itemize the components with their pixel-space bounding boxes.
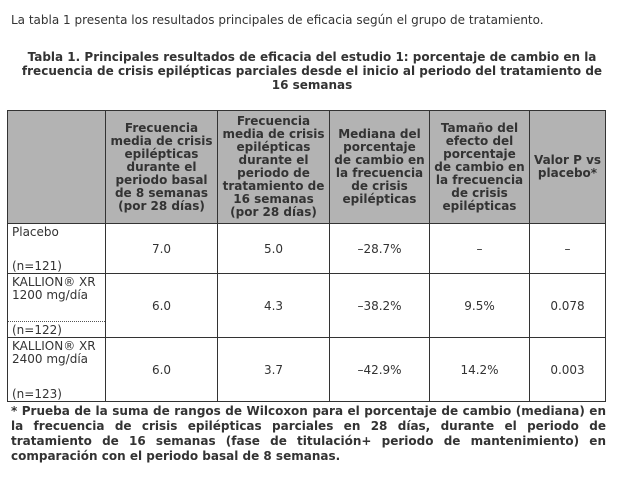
baseline-cell: 6.0 xyxy=(105,337,218,402)
baseline-cell: 6.0 xyxy=(105,273,218,338)
group-name: KALLION® XR 1200 mg/día xyxy=(12,275,96,302)
median-change-cell: –38.2% xyxy=(329,273,430,338)
header-median-change: Mediana del porcentaje de cambio en la f… xyxy=(329,110,430,224)
group-n: (n=123) xyxy=(12,387,62,401)
efficacy-table: Frecuencia media de crisis epilépticas d… xyxy=(7,110,606,402)
median-change-cell: –28.7% xyxy=(329,223,430,274)
group-n: (n=121) xyxy=(12,259,62,273)
table-row: KALLION® XR 1200 mg/día (n=122) 6.0 4.3 … xyxy=(7,273,606,338)
table-row: KALLION® XR 2400 mg/día (n=123) 6.0 3.7 … xyxy=(7,337,606,402)
table-row: Placebo (n=121) 7.0 5.0 –28.7% – – xyxy=(7,223,606,274)
p-value-cell: 0.003 xyxy=(529,337,606,402)
header-treatment-frequency: Frecuencia media de crisis epilépticas d… xyxy=(217,110,330,224)
dotted-divider xyxy=(8,321,105,322)
p-value-cell: – xyxy=(529,223,606,274)
intro-text: La tabla 1 presenta los resultados princ… xyxy=(11,13,544,27)
header-p-value: Valor P vs placebo* xyxy=(529,110,606,224)
effect-size-cell: 9.5% xyxy=(429,273,530,338)
header-group xyxy=(7,110,106,224)
group-cell: Placebo (n=121) xyxy=(7,223,106,274)
table-header-row: Frecuencia media de crisis epilépticas d… xyxy=(7,110,606,224)
header-baseline-frequency: Frecuencia media de crisis epilépticas d… xyxy=(105,110,218,224)
effect-size-cell: 14.2% xyxy=(429,337,530,402)
treatment-cell: 3.7 xyxy=(217,337,330,402)
group-cell: KALLION® XR 1200 mg/día (n=122) xyxy=(7,273,106,338)
group-n: (n=122) xyxy=(12,323,62,337)
effect-size-cell: – xyxy=(429,223,530,274)
treatment-cell: 4.3 xyxy=(217,273,330,338)
table-footnote: * Prueba de la suma de rangos de Wilcoxo… xyxy=(11,404,606,463)
group-name: KALLION® XR 2400 mg/día xyxy=(12,339,96,366)
table-caption: Tabla 1. Principales resultados de efica… xyxy=(21,50,603,92)
treatment-cell: 5.0 xyxy=(217,223,330,274)
group-cell: KALLION® XR 2400 mg/día (n=123) xyxy=(7,337,106,402)
baseline-cell: 7.0 xyxy=(105,223,218,274)
group-name: Placebo xyxy=(12,225,59,239)
header-effect-size: Tamaño del efecto del porcentaje de camb… xyxy=(429,110,530,224)
p-value-cell: 0.078 xyxy=(529,273,606,338)
median-change-cell: –42.9% xyxy=(329,337,430,402)
